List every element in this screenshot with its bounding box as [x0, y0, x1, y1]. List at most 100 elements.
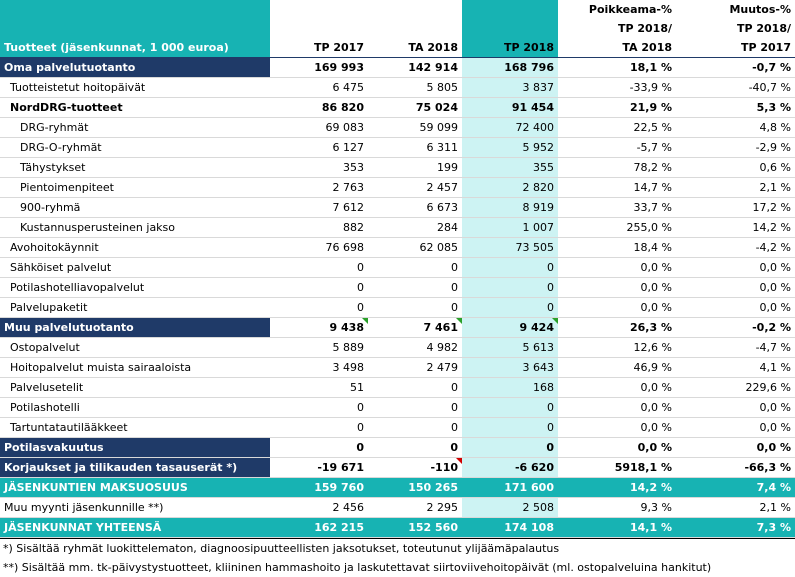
value-tp2017: 0 [270, 417, 368, 438]
header-col5-line2: TP 2018/ [736, 22, 791, 35]
table-row: Muu myynti jäsenkunnille **) 2 456 2 295 2 … [0, 497, 795, 518]
value-ta2018: 0 [368, 397, 462, 418]
table-row: Palvelusetelit 51 0 168 0,0 % 229,6 % [0, 377, 795, 398]
change-percent: 0,0 % [676, 297, 795, 318]
value-ta2018: 59 099 [368, 117, 462, 138]
row-label: Sähköiset palvelut [0, 257, 270, 278]
change-percent: 7,4 % [676, 477, 795, 498]
cell-comment-marker-icon [362, 318, 368, 324]
deviation-percent: -33,9 % [558, 77, 676, 98]
row-label: Potilashotelli [0, 397, 270, 418]
header-tp2018: TP 2018 [462, 38, 558, 58]
deviation-percent: 9,3 % [558, 497, 676, 518]
cell-comment-marker-icon [456, 458, 462, 464]
change-percent: 4,8 % [676, 117, 795, 138]
value-tp2017: 2 763 [270, 177, 368, 198]
table-row: Tartuntatautilääkkeet 0 0 0 0,0 % 0,0 % [0, 417, 795, 438]
row-label: Palvelupaketit [0, 297, 270, 318]
value-tp2017: 5 889 [270, 337, 368, 358]
table-row: Korjaukset ja tilikauden tasauserät *) -1… [0, 457, 795, 478]
change-percent: 0,0 % [676, 257, 795, 278]
row-label: NordDRG-tuotteet [0, 97, 270, 118]
value-tp2018: -6 620 [462, 457, 558, 478]
table-row: Potilasvakuutus 0 0 0 0,0 % 0,0 % [0, 437, 795, 458]
cell-comment-marker-icon [456, 318, 462, 324]
row-label: Tuotteistetut hoitopäivät [0, 77, 270, 98]
header-row-1: Poikkeama-% Muutos-% [0, 0, 795, 19]
row-label: Korjaukset ja tilikauden tasauserät *) [0, 457, 270, 478]
value-ta2018: 0 [368, 377, 462, 398]
deviation-percent: 14,2 % [558, 477, 676, 498]
row-label: Potilasvakuutus [0, 437, 270, 458]
deviation-percent: 12,6 % [558, 337, 676, 358]
table-row: Tuotteistetut hoitopäivät 6 475 5 805 3 837… [0, 77, 795, 98]
header-label: Tuotteet (jäsenkunnat, 1 000 euroa) [0, 38, 270, 58]
change-percent: 17,2 % [676, 197, 795, 218]
value-tp2017: 9 438 [270, 317, 368, 338]
row-label: Tähystykset [0, 157, 270, 178]
table-row: Tähystykset 353 199 355 78,2 % 0,6 % [0, 157, 795, 178]
value-tp2018: 0 [462, 257, 558, 278]
change-percent: 0,0 % [676, 397, 795, 418]
change-percent: -0,2 % [676, 317, 795, 338]
table-row: JÄSENKUNNAT YHTEENSÄ 162 215 152 560 174 10… [0, 517, 795, 538]
value-tp2017: 0 [270, 277, 368, 298]
value-ta2018: 142 914 [368, 57, 462, 78]
deviation-percent: 14,7 % [558, 177, 676, 198]
value-ta2018: 284 [368, 217, 462, 238]
deviation-percent: 0,0 % [558, 257, 676, 278]
value-tp2017: 169 993 [270, 57, 368, 78]
deviation-percent: 0,0 % [558, 417, 676, 438]
footnote-1: *) Sisältää ryhmät luokittelematon, diag… [3, 542, 560, 555]
table-row: Palvelupaketit 0 0 0 0,0 % 0,0 % [0, 297, 795, 318]
value-tp2018: 0 [462, 277, 558, 298]
deviation-percent: 78,2 % [558, 157, 676, 178]
header-tp2017: TP 2017 [313, 41, 364, 54]
value-tp2018: 355 [462, 157, 558, 178]
footnote-2: **) Sisältää mm. tk-päivystystuotteet, k… [3, 561, 712, 574]
deviation-percent: 255,0 % [558, 217, 676, 238]
value-tp2018: 0 [462, 437, 558, 458]
table-row: DRG-O-ryhmät 6 127 6 311 5 952 -5,7 % -2,9 % [0, 137, 795, 158]
value-tp2018: 0 [462, 417, 558, 438]
change-percent: 0,0 % [676, 277, 795, 298]
table-row: Potilashotelliavopalvelut 0 0 0 0,0 % 0,0 % [0, 277, 795, 298]
change-percent: 5,3 % [676, 97, 795, 118]
value-tp2017: 0 [270, 297, 368, 318]
value-tp2018: 168 [462, 377, 558, 398]
table-row: Sähköiset palvelut 0 0 0 0,0 % 0,0 % [0, 257, 795, 278]
row-label: Oma palvelutuotanto [0, 57, 270, 78]
value-tp2017: 51 [270, 377, 368, 398]
value-tp2017: 7 612 [270, 197, 368, 218]
value-ta2018: 6 673 [368, 197, 462, 218]
table-row: DRG-ryhmät 69 083 59 099 72 400 22,5 % 4,8 % [0, 117, 795, 138]
value-tp2018: 0 [462, 297, 558, 318]
deviation-percent: -5,7 % [558, 137, 676, 158]
value-ta2018: 152 560 [368, 517, 462, 538]
table-row: Ostopalvelut 5 889 4 982 5 613 12,6 % -4,7 % [0, 337, 795, 358]
change-percent: 0,0 % [676, 437, 795, 458]
value-tp2018: 2 820 [462, 177, 558, 198]
row-label: Hoitopalvelut muista sairaaloista [0, 357, 270, 378]
value-ta2018: 75 024 [368, 97, 462, 118]
row-label: Potilashotelliavopalvelut [0, 277, 270, 298]
footnote-divider [0, 538, 795, 539]
value-tp2018: 8 919 [462, 197, 558, 218]
table-row: JÄSENKUNTIEN MAKSUOSUUS 159 760 150 265 171… [0, 477, 795, 498]
value-ta2018: 6 311 [368, 137, 462, 158]
value-ta2018: 0 [368, 417, 462, 438]
value-tp2017: 159 760 [270, 477, 368, 498]
value-tp2018: 171 600 [462, 477, 558, 498]
value-tp2017: 353 [270, 157, 368, 178]
deviation-percent: 5918,1 % [558, 457, 676, 478]
value-tp2018: 5 952 [462, 137, 558, 158]
row-label: Avohoitokäynnit [0, 237, 270, 258]
change-percent: 0,0 % [676, 417, 795, 438]
value-tp2017: 6 127 [270, 137, 368, 158]
table-row: NordDRG-tuotteet 86 820 75 024 91 454 21,9 %… [0, 97, 795, 118]
change-percent: -40,7 % [676, 77, 795, 98]
value-tp2017: 2 456 [270, 497, 368, 518]
table-row: Muu palvelutuotanto 9 438 7 461 9 424 26,3 %… [0, 317, 795, 338]
value-tp2017: 76 698 [270, 237, 368, 258]
deviation-percent: 0,0 % [558, 437, 676, 458]
